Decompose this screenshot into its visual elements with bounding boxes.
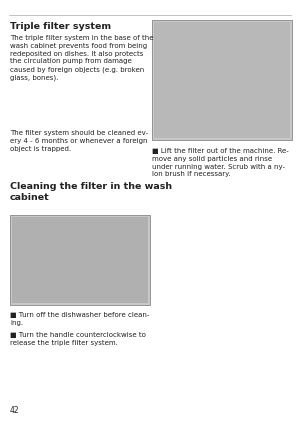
Text: ■ Lift the filter out of the machine. Re-
move any solid particles and rinse
und: ■ Lift the filter out of the machine. Re… <box>152 148 289 177</box>
Text: ■ Turn off the dishwasher before clean-
ing.: ■ Turn off the dishwasher before clean- … <box>10 312 149 326</box>
Text: 42: 42 <box>10 406 20 415</box>
Bar <box>10 215 150 305</box>
Bar <box>12 217 148 303</box>
Bar <box>152 20 292 140</box>
Text: ■ Turn the handle counterclockwise to
release the triple filter system.: ■ Turn the handle counterclockwise to re… <box>10 332 146 346</box>
Bar <box>154 22 290 138</box>
Text: Triple filter system: Triple filter system <box>10 22 111 31</box>
Text: Cleaning the filter in the wash
cabinet: Cleaning the filter in the wash cabinet <box>10 182 172 202</box>
Text: The filter system should be cleaned ev-
ery 4 - 6 months or whenever a foreign
o: The filter system should be cleaned ev- … <box>10 130 148 151</box>
Text: The triple filter system in the base of the
wash cabinet prevents food from bein: The triple filter system in the base of … <box>10 35 154 81</box>
